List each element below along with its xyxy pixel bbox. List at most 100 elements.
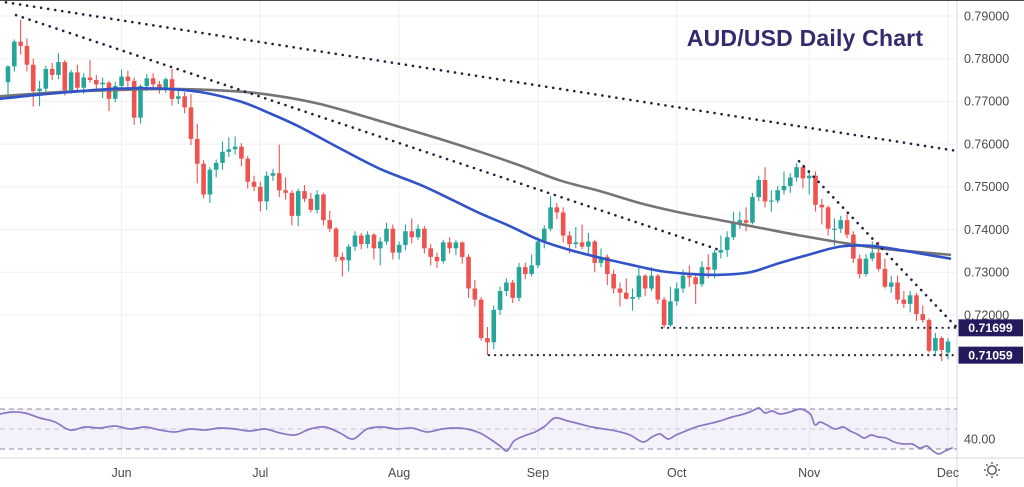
candle-body (838, 220, 844, 229)
rsi-axis-label: 40.00 (964, 432, 995, 446)
candle-body (428, 248, 433, 257)
candle-body (926, 320, 932, 351)
candle-body (371, 234, 377, 249)
candle-body (5, 66, 11, 83)
candle-body (579, 242, 585, 247)
candle-body (680, 275, 686, 289)
candle-body (245, 158, 251, 182)
candle-body (346, 246, 351, 261)
candle-body (302, 191, 307, 199)
candle-body (390, 228, 396, 253)
candle-body (447, 242, 452, 249)
candle-body (289, 192, 295, 216)
x-axis-month-label[interactable]: Oct (667, 466, 687, 480)
candle-body (573, 242, 579, 245)
candle-body (933, 338, 938, 351)
candle-body (598, 256, 604, 263)
candle-body (119, 76, 124, 87)
trendline[interactable] (797, 159, 959, 330)
candle-body (453, 242, 459, 249)
candle-body (623, 292, 629, 299)
candle-body (485, 338, 490, 343)
y-axis-label: 0.77000 (964, 95, 1009, 109)
candle-body (901, 299, 907, 304)
candle-body (18, 41, 23, 46)
candle-body (258, 186, 263, 202)
y-axis-label: 0.76000 (964, 137, 1009, 151)
candle-body (869, 252, 875, 259)
candle-body (352, 235, 358, 247)
candle-body (264, 175, 269, 202)
candle-body (239, 146, 244, 159)
candle-body (743, 220, 749, 223)
candle-body (668, 301, 673, 326)
candle-body (12, 41, 17, 67)
candle-body (724, 237, 730, 251)
candle-body (415, 228, 421, 238)
candle-body (718, 250, 724, 253)
candle-body (283, 190, 288, 193)
price-tag-label: 0.71699 (968, 321, 1013, 335)
x-axis-month-label[interactable]: Dec (937, 466, 959, 480)
candle-body (907, 295, 913, 304)
rsi-line (0, 407, 953, 455)
candle-body (182, 96, 187, 108)
candle-body (920, 314, 926, 321)
candle-body (472, 288, 478, 300)
candle-body (617, 288, 623, 293)
x-axis-month-label[interactable]: Sep (527, 466, 549, 480)
candle-body (630, 297, 635, 299)
candle-body (87, 77, 93, 81)
pane-settings-gear-icon[interactable] (984, 462, 1000, 478)
candle-body (586, 241, 591, 247)
candle-body (81, 77, 87, 88)
candle-body (529, 265, 534, 274)
candle-body (138, 86, 143, 118)
candle-body (775, 190, 780, 201)
candle-body (787, 177, 793, 186)
trendline[interactable] (4, 1, 959, 153)
candle-body (131, 80, 137, 118)
x-axis-month-label[interactable]: Jul (252, 466, 268, 480)
price-tag (958, 346, 1023, 364)
candle-body (226, 149, 232, 152)
candle-body (220, 151, 225, 163)
candle-body (24, 45, 30, 65)
candle-body (270, 173, 276, 176)
candle-body (321, 194, 326, 221)
candle-body (308, 198, 314, 210)
candle-body (731, 222, 736, 238)
candle-body (314, 194, 320, 210)
x-axis-month-label[interactable]: Jun (111, 466, 131, 480)
candle-body (523, 267, 528, 274)
candle-body (295, 191, 301, 216)
candle-body (327, 220, 333, 229)
candle-body (422, 228, 427, 249)
candle-body (888, 282, 894, 287)
candle-body (781, 185, 787, 191)
candle-body (800, 167, 806, 179)
candle-body (30, 64, 36, 92)
x-axis-month-label[interactable]: Nov (798, 466, 821, 480)
y-axis-label: 0.72000 (964, 308, 1009, 322)
candle-body (567, 235, 572, 245)
candle-body (491, 309, 497, 343)
candle-body (541, 228, 547, 242)
candle-body (68, 72, 74, 91)
candle-body (737, 220, 743, 223)
trendline[interactable] (14, 13, 719, 251)
candle-body (750, 197, 755, 223)
candle-body (705, 267, 711, 270)
candle-body (636, 275, 642, 298)
ma-fast-line (0, 86, 952, 277)
x-axis-month-label[interactable]: Aug (388, 466, 410, 480)
candle-body (213, 162, 219, 170)
price-tag (958, 319, 1023, 337)
candle-body (232, 146, 238, 150)
candle-body (365, 234, 370, 245)
candle-body (150, 78, 156, 85)
chart-title: AUD/USD Daily Chart (686, 25, 924, 51)
candle-body (825, 207, 831, 229)
